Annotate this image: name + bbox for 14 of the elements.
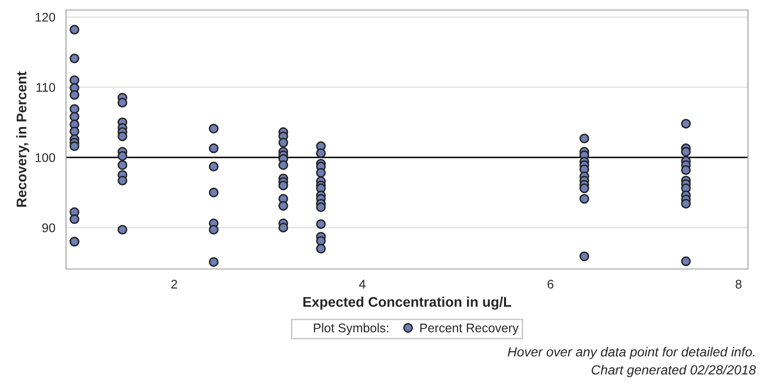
x-tick-label: 8 xyxy=(736,280,742,289)
y-axis-title: Recovery, in Percent xyxy=(16,71,30,207)
y-tick-label: 100 xyxy=(36,153,56,162)
x-tick-label: 6 xyxy=(548,280,554,289)
x-tick-label: 4 xyxy=(359,280,366,288)
text: Hover over any data point for detailed info. xyxy=(508,346,754,360)
legend-label: Percent Recovery xyxy=(420,324,519,335)
x-tick-label: 2 xyxy=(171,280,178,288)
y-tick-label: 120 xyxy=(36,12,56,22)
legend-title: Plot Symbols: xyxy=(314,323,388,335)
y-tick-label: 90 xyxy=(42,223,56,232)
x-axis-title: Expected Concentration in ug/L xyxy=(303,296,512,310)
text: Chart generated 02/28/2018 xyxy=(592,364,756,378)
y-tick-label: 110 xyxy=(36,83,56,92)
